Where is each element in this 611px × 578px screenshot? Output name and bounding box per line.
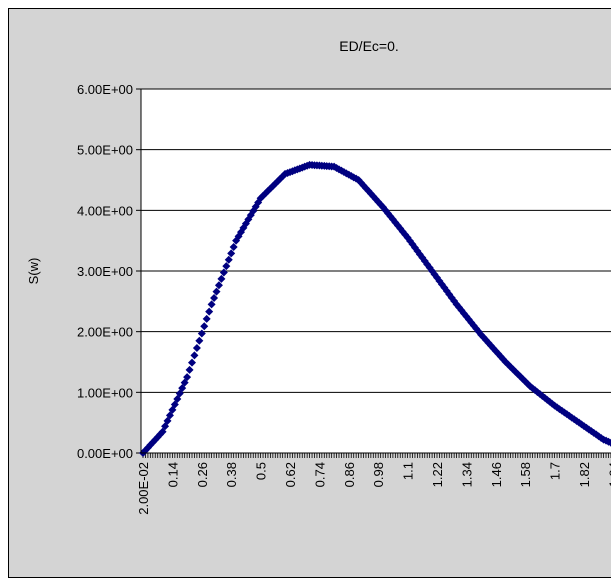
- x-tick-label: 1.58: [518, 462, 533, 487]
- y-tick-label: 2.00E+00: [77, 325, 133, 340]
- x-tick-label: 1.34: [459, 462, 474, 487]
- x-tick-label: 1.82: [577, 462, 592, 487]
- y-tick-label: 0.00E+00: [77, 446, 133, 461]
- x-tick-label: 0.62: [283, 462, 298, 487]
- y-tick-label: 6.00E+00: [77, 82, 133, 97]
- x-tick-label: 0.38: [224, 462, 239, 487]
- y-tick-label: 3.00E+00: [77, 264, 133, 279]
- x-tick-label: 0.14: [165, 462, 180, 487]
- chart-title: ED/Ec=0.: [339, 38, 399, 54]
- y-tick-label: 5.00E+00: [77, 143, 133, 158]
- x-tick-label: 1.1: [401, 462, 416, 480]
- y-tick-label: 4.00E+00: [77, 203, 133, 218]
- chart-svg: ED/Ec=0. 0.00E+00 1.00E+00 2.00E+00 3.00E+0…: [9, 9, 611, 578]
- x-tick-label: 0.5: [254, 462, 269, 480]
- x-tick-label: 0.26: [195, 462, 210, 487]
- x-tick-label: 0.74: [312, 462, 327, 487]
- x-tick-label: 2.00E-02: [136, 462, 151, 515]
- y-axis-tick-labels: 0.00E+00 1.00E+00 2.00E+00 3.00E+00 4.00E+00…: [77, 82, 141, 461]
- chart-area: ED/Ec=0. 0.00E+00 1.00E+00 2.00E+00 3.00E+0…: [8, 8, 611, 578]
- x-tick-label: 1.46: [489, 462, 504, 487]
- x-tick-label: 1.22: [430, 462, 445, 487]
- x-tick-label: 0.98: [371, 462, 386, 487]
- x-axis-ticks: 2.00E-02 0.14 0.26 0.38 0.5 0.62 0.74 0.86 0.98 1…: [136, 453, 611, 515]
- x-tick-label: 1.94: [606, 462, 611, 487]
- x-tick-label: 0.86: [342, 462, 357, 487]
- y-tick-label: 1.00E+00: [77, 385, 133, 400]
- y-axis-label: S(w): [26, 258, 41, 285]
- x-tick-label: 1.7: [548, 462, 563, 480]
